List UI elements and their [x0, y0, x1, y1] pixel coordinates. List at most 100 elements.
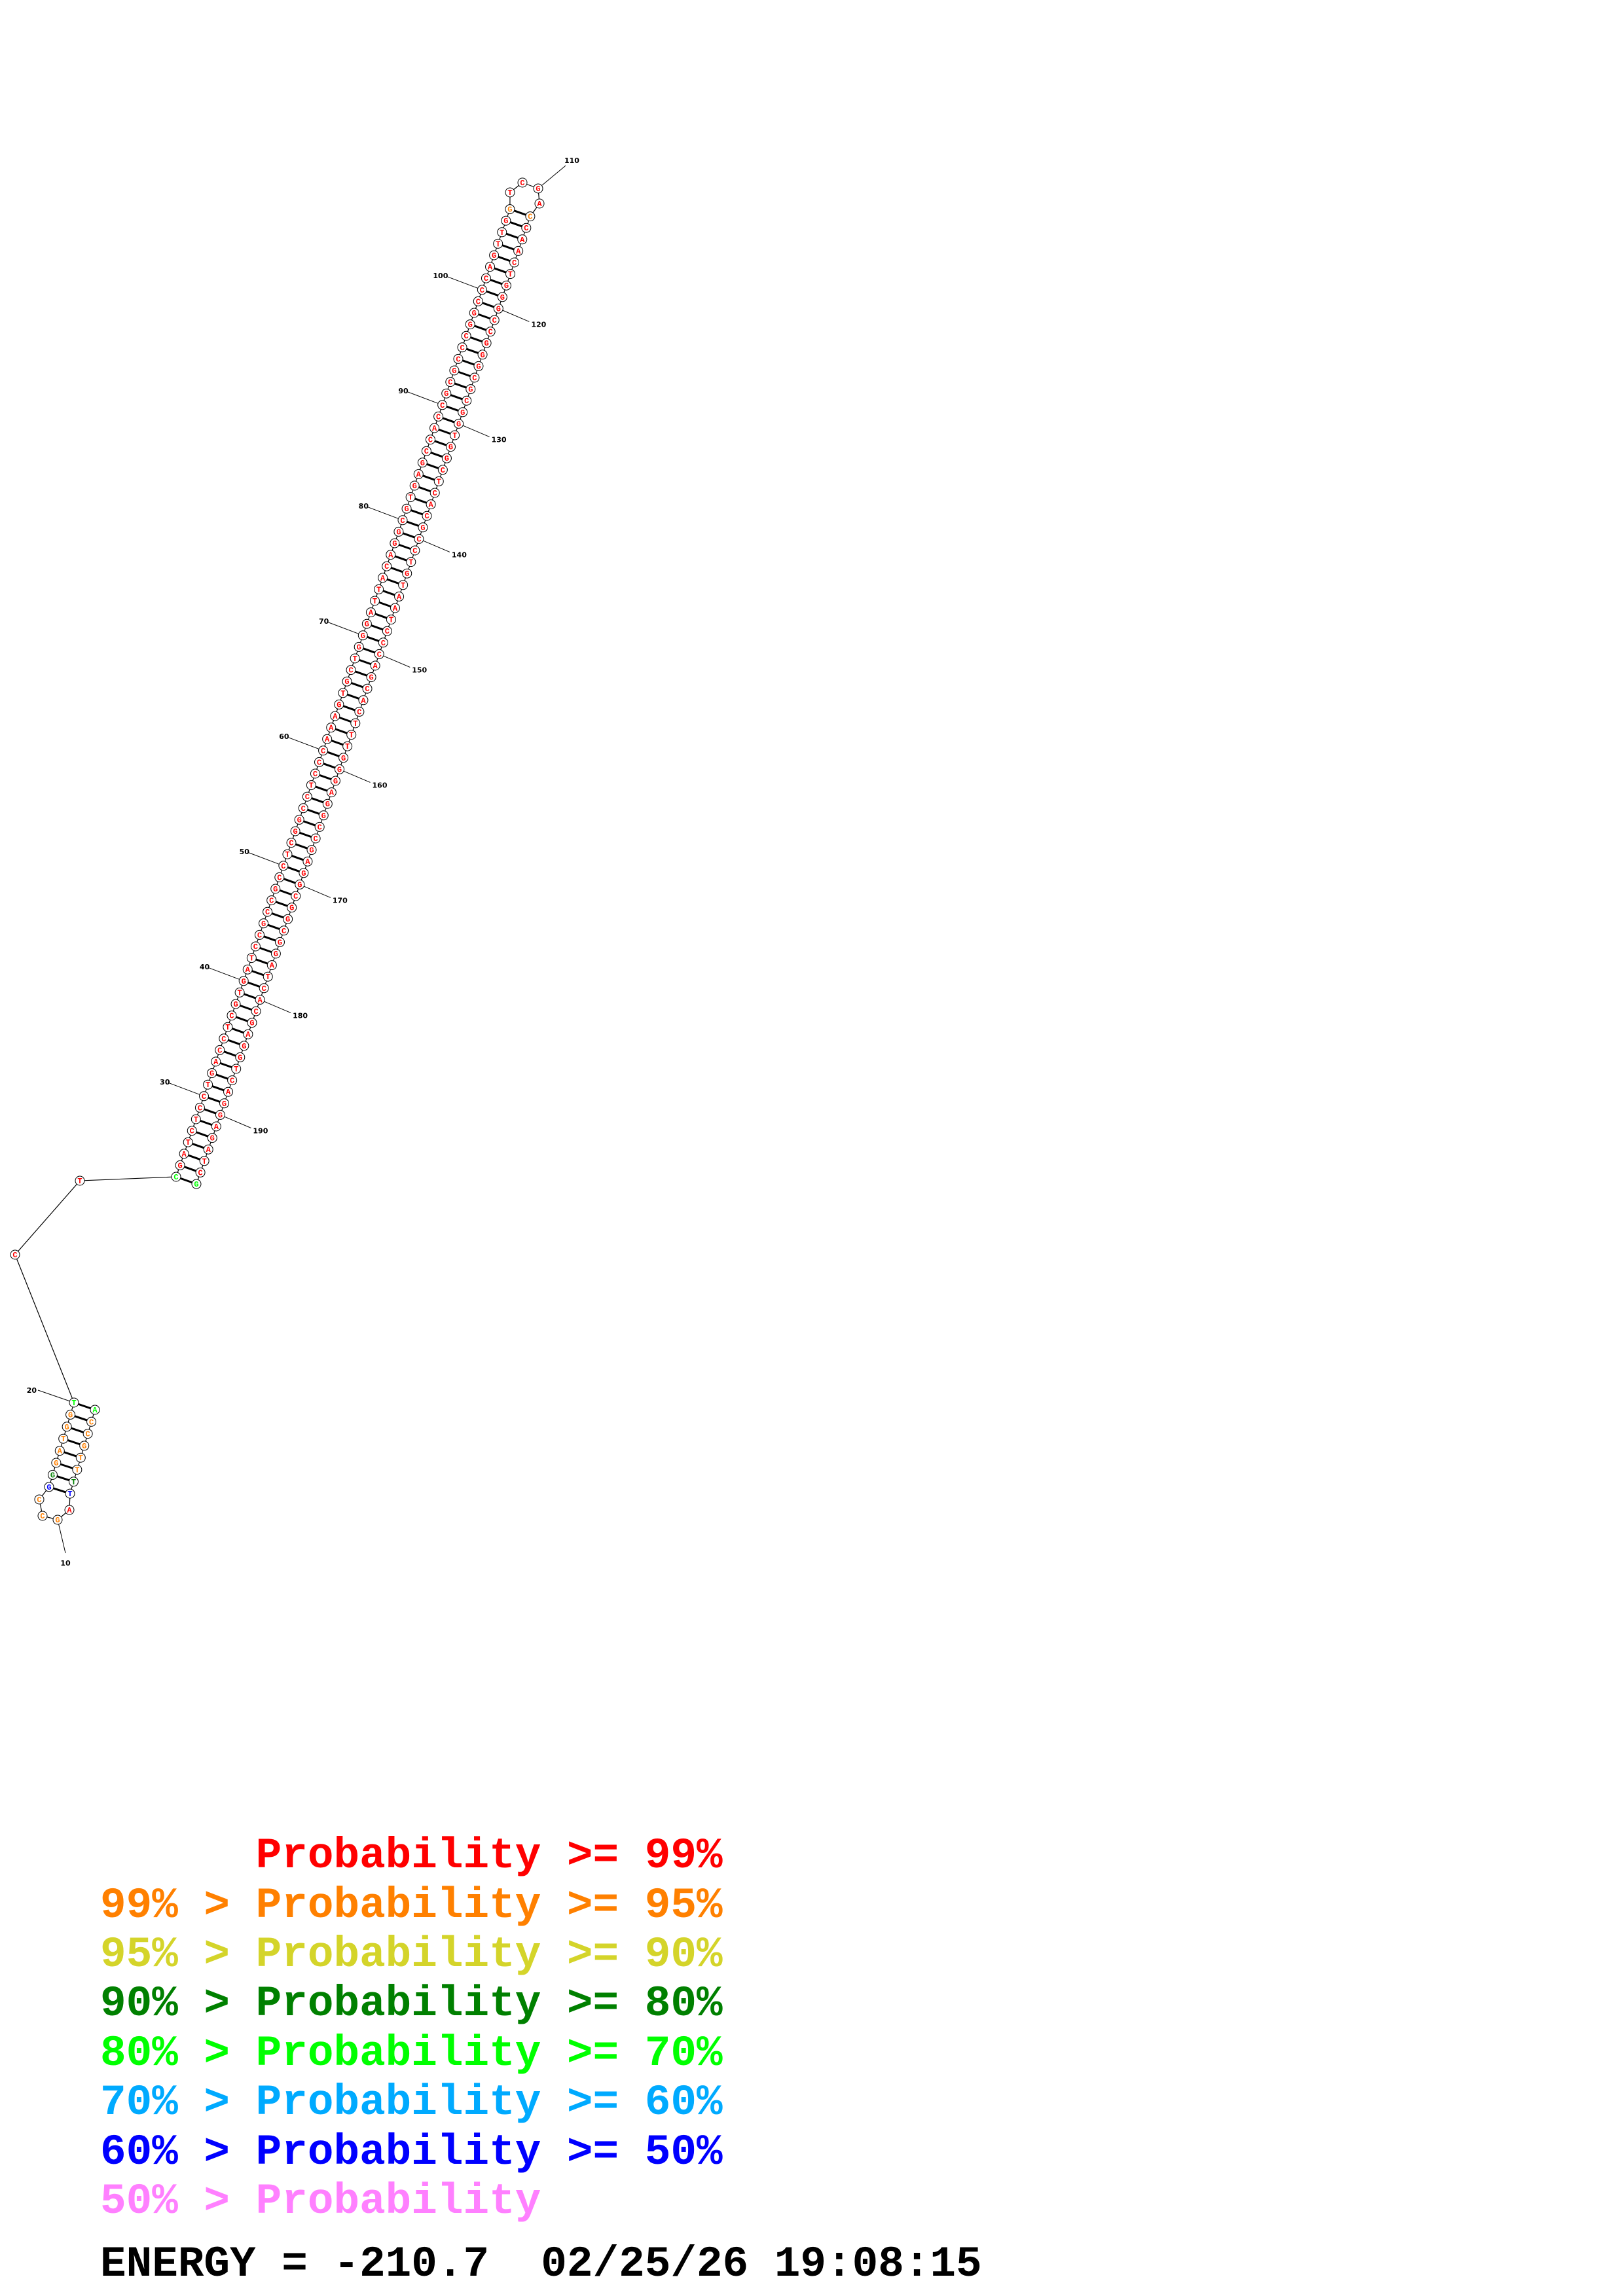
- nucleotide-letter: C: [440, 401, 445, 410]
- position-label: 100: [433, 272, 448, 280]
- nucleotide-letter: G: [405, 569, 409, 579]
- nucleotide-letter: T: [340, 689, 345, 698]
- nucleotide-letter: C: [293, 892, 298, 901]
- nucleotide-letter: G: [210, 1134, 215, 1143]
- nucleotide-letter: G: [496, 304, 501, 314]
- nucleotide-letter: T: [234, 1065, 238, 1074]
- nucleotide-circle: [505, 187, 515, 198]
- nucleotide-circle: [314, 757, 325, 767]
- nucleotide-circle: [338, 688, 348, 698]
- position-label: 120: [531, 320, 546, 329]
- nucleotide-circle: [398, 580, 409, 590]
- nucleotide-letter: A: [488, 263, 493, 272]
- nucleotide-letter: T: [194, 1115, 198, 1124]
- nucleotide-letter: T: [373, 597, 377, 606]
- nucleotide-letter: C: [89, 1418, 94, 1427]
- nucleotide-letter: T: [353, 719, 357, 728]
- nucleotide-circle: [68, 1477, 79, 1487]
- nucleotide-letter: G: [460, 408, 465, 418]
- nucleotide-letter: A: [393, 604, 398, 613]
- nucleotide-letter: C: [441, 466, 445, 475]
- nucleotide-circle: [374, 649, 384, 659]
- nucleotide-circle: [286, 838, 297, 848]
- nucleotide-circle: [357, 630, 368, 641]
- nucleotide-letter: C: [262, 984, 266, 994]
- nucleotide-letter: T: [202, 1157, 207, 1166]
- nucleotide-letter: C: [528, 213, 532, 222]
- nucleotide-letter: G: [233, 1000, 238, 1009]
- nucleotide-circle: [255, 994, 265, 1005]
- nucleotide-letter: G: [55, 1516, 60, 1525]
- nucleotide-circle: [44, 1482, 54, 1492]
- nucleotide-letter: G: [65, 1423, 69, 1432]
- nucleotide-letter: G: [337, 700, 341, 709]
- nucleotide-letter: C: [424, 447, 429, 456]
- nucleotide-circle: [342, 676, 352, 687]
- nucleotide-letter: T: [401, 581, 405, 590]
- nucleotide-letter: T: [75, 1466, 79, 1475]
- nucleotide-circle: [290, 826, 301, 836]
- nucleotide-circle: [263, 971, 273, 982]
- nucleotide-circle: [354, 641, 364, 652]
- nucleotide-circle: [469, 308, 479, 318]
- nucleotide-circle: [346, 730, 357, 740]
- position-label: 190: [253, 1126, 268, 1135]
- nucleotide-letter: A: [397, 592, 402, 601]
- nucleotide-letter: A: [258, 996, 263, 1005]
- nucleotide-letter: T: [389, 616, 393, 625]
- nucleotide-circle: [453, 353, 464, 364]
- nucleotide-circle: [250, 941, 261, 952]
- nucleotide-circle: [270, 884, 281, 894]
- nucleotide-letter: C: [476, 297, 481, 306]
- nucleotide-letter: C: [480, 286, 484, 295]
- nucleotide-circle: [433, 411, 444, 422]
- nucleotide-circle: [501, 280, 511, 291]
- nucleotide-letter: G: [492, 251, 496, 260]
- nucleotide-letter: C: [381, 639, 386, 648]
- nucleotide-circle: [299, 868, 309, 878]
- nucleotide-letter: C: [281, 862, 285, 871]
- legend-line-class-7: 50% > Probability: [100, 2177, 541, 2226]
- nucleotide-letter: C: [190, 1127, 194, 1136]
- nucleotide-circle: [473, 296, 483, 306]
- nucleotide-circle: [493, 238, 503, 249]
- nucleotide-letter: A: [429, 501, 434, 510]
- position-label: 180: [293, 1011, 308, 1020]
- position-label-leader: [259, 999, 291, 1013]
- nucleotide-circle: [374, 584, 384, 594]
- nucleotide-letter: C: [385, 627, 390, 636]
- nucleotide-circle: [79, 1441, 90, 1451]
- nucleotide-letter: G: [357, 643, 361, 652]
- nucleotide-letter: T: [409, 493, 413, 503]
- position-label: 40: [200, 963, 210, 971]
- nucleotide-circle: [187, 1126, 197, 1136]
- nucleotide-circle: [481, 338, 492, 348]
- nucleotide-circle: [282, 849, 293, 859]
- nucleotide-letter: C: [456, 355, 460, 364]
- nucleotide-letter: C: [269, 897, 274, 906]
- nucleotide-letter: G: [369, 673, 373, 683]
- nucleotide-letter: C: [301, 804, 306, 814]
- nucleotide-letter: A: [380, 574, 386, 583]
- nucleotide-letter: G: [222, 1100, 227, 1109]
- nucleotide-circle: [406, 557, 416, 567]
- nucleotide-letter: G: [238, 1053, 242, 1062]
- nucleotide-circle: [425, 435, 435, 445]
- nucleotide-circle: [390, 603, 400, 613]
- nucleotide-letter: A: [246, 1030, 251, 1039]
- nucleotide-letter: T: [77, 1177, 82, 1186]
- nucleotide-circle: [390, 538, 400, 548]
- nucleotide-circle: [310, 833, 321, 844]
- legend-line-class-1: 99% > Probability >= 95%: [100, 1881, 723, 1930]
- nucleotide-letter: G: [503, 217, 508, 226]
- nucleotide-circle: [254, 929, 264, 940]
- nucleotide-circle: [195, 1167, 206, 1177]
- nucleotide-letter: C: [524, 224, 528, 233]
- nucleotide-letter: C: [289, 839, 293, 848]
- nucleotide-letter: C: [492, 316, 497, 325]
- nucleotide-circle: [242, 964, 253, 975]
- nucleotide-circle: [298, 803, 308, 814]
- nucleotide-letter: C: [202, 1092, 206, 1102]
- nucleotide-circle: [501, 215, 511, 226]
- nucleotide-letter: G: [301, 869, 306, 878]
